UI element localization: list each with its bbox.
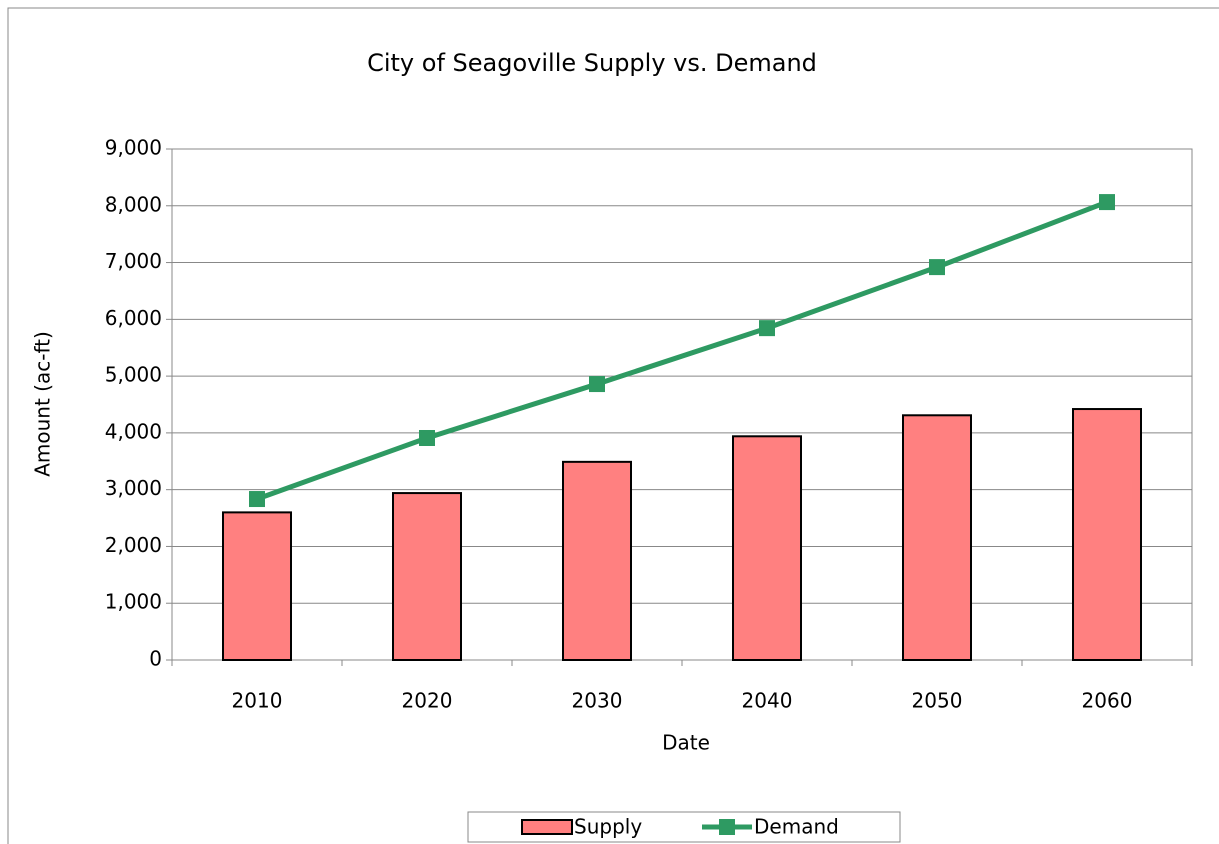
legend-label: Demand bbox=[754, 815, 839, 839]
y-tick-label: 3,000 bbox=[105, 476, 162, 500]
bar bbox=[222, 511, 292, 662]
bar bbox=[902, 414, 972, 661]
marker bbox=[249, 491, 265, 508]
x-axis-label: Date bbox=[662, 731, 710, 755]
y-tick-label: 5,000 bbox=[105, 363, 162, 387]
line bbox=[256, 199, 1108, 502]
marker bbox=[929, 259, 945, 276]
chart-title: City of Seagoville Supply vs. Demand bbox=[367, 49, 817, 77]
y-tick-label: 6,000 bbox=[105, 306, 162, 330]
marker bbox=[589, 376, 605, 393]
y-tick-label: 0 bbox=[149, 647, 162, 671]
marker bbox=[419, 429, 435, 446]
y-axis-label: Amount (ac-ft) bbox=[31, 331, 55, 477]
y-tick-label: 9,000 bbox=[105, 136, 162, 160]
y-tick-label: 7,000 bbox=[105, 249, 162, 273]
marker bbox=[759, 320, 775, 337]
x-tick-label: 2040 bbox=[742, 689, 793, 713]
x-tick-label: 2020 bbox=[402, 689, 453, 713]
bar bbox=[562, 460, 632, 661]
y-tick-label: 4,000 bbox=[105, 419, 162, 443]
y-tick-label: 8,000 bbox=[105, 192, 162, 216]
legend-label: Supply bbox=[574, 815, 642, 839]
x-tick-label: 2060 bbox=[1082, 689, 1133, 713]
x-tick-label: 2010 bbox=[232, 689, 283, 713]
bar bbox=[732, 435, 802, 661]
y-tick-label: 2,000 bbox=[105, 533, 162, 557]
bar bbox=[392, 492, 462, 661]
legend-swatch bbox=[521, 819, 573, 835]
x-tick-label: 2030 bbox=[572, 689, 623, 713]
y-tick-label: 1,000 bbox=[105, 590, 162, 614]
marker bbox=[1099, 194, 1115, 211]
x-tick-label: 2050 bbox=[912, 689, 963, 713]
bar bbox=[1072, 408, 1142, 662]
legend-marker bbox=[719, 819, 735, 835]
